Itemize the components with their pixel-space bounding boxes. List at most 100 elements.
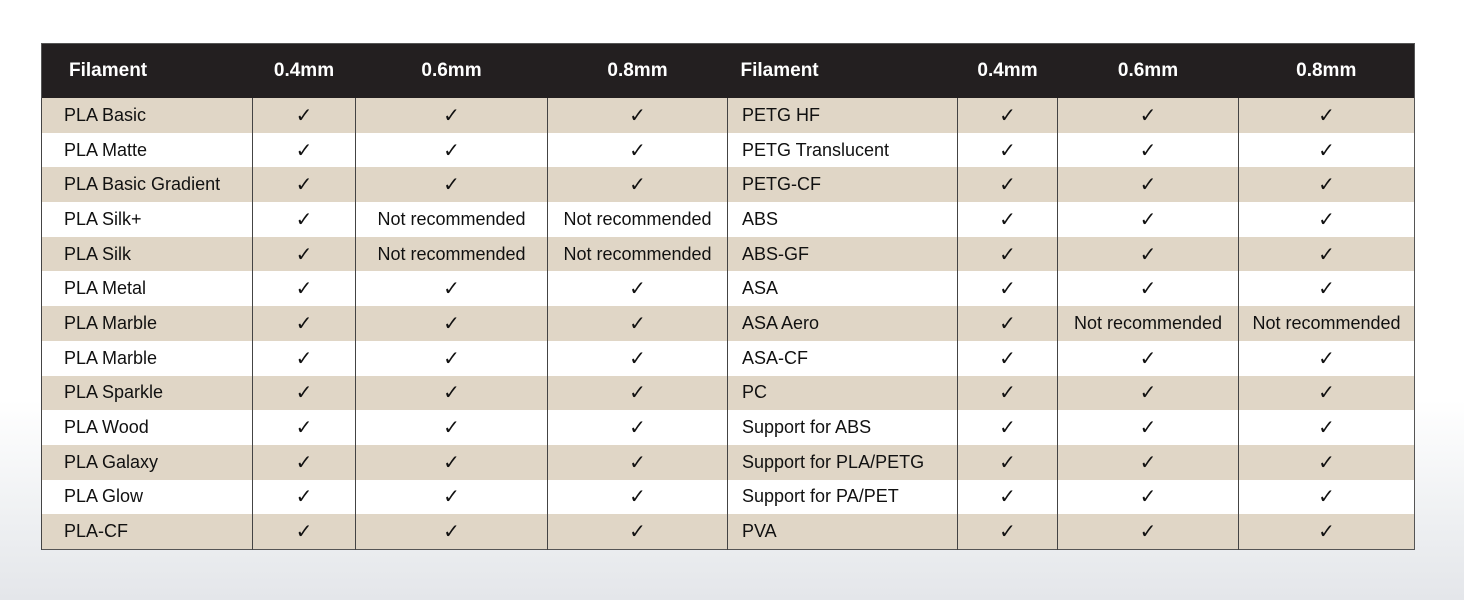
table-cell: PLA Galaxy bbox=[41, 444, 253, 480]
table-cell: ✓ bbox=[355, 444, 548, 480]
table-cell: PLA Matte bbox=[41, 132, 253, 168]
table-cell: Support for PA/PET bbox=[727, 479, 958, 515]
table-cell: ✓ bbox=[1057, 375, 1239, 411]
table-cell: ✓ bbox=[252, 202, 356, 237]
table-cell: ✓ bbox=[1238, 271, 1415, 307]
table-cell: ✓ bbox=[1057, 271, 1239, 307]
table-cell: ✓ bbox=[1238, 479, 1415, 515]
table-cell: ✓ bbox=[1057, 514, 1239, 550]
table-cell: PETG-CF bbox=[727, 167, 958, 203]
table-cell: Not recommended bbox=[355, 202, 548, 237]
table-row: PLA Marble ✓ ✓ ✓ ASA Aero ✓ Not recommended Not… bbox=[41, 306, 1415, 341]
table-cell: Not recommended bbox=[355, 236, 548, 272]
table-cell: ✓ bbox=[1057, 132, 1239, 168]
table-cell: ABS-GF bbox=[727, 236, 958, 272]
table-cell: ASA-CF bbox=[727, 340, 958, 376]
table-cell: ✓ bbox=[547, 132, 728, 168]
header-cell: 0.4mm bbox=[252, 43, 356, 98]
table-cell: ✓ bbox=[252, 132, 356, 168]
table-row: PLA Marble ✓ ✓ ✓ ASA-CF ✓ ✓ ✓ bbox=[41, 340, 1415, 376]
table-cell: ✓ bbox=[547, 410, 728, 445]
table-cell: Not recommended bbox=[547, 202, 728, 237]
header-cell: 0.8mm bbox=[1238, 43, 1415, 98]
table-row: PLA Silk+ ✓ Not recommended Not recommended… bbox=[41, 202, 1415, 237]
table-cell: ✓ bbox=[252, 98, 356, 133]
table-row: PLA Metal ✓ ✓ ✓ ASA ✓ ✓ ✓ bbox=[41, 271, 1415, 307]
table-cell: ✓ bbox=[355, 410, 548, 445]
table-cell: ✓ bbox=[1238, 444, 1415, 480]
table-row: PLA Basic Gradient ✓ ✓ ✓ PETG-CF ✓ ✓ ✓ bbox=[41, 167, 1415, 203]
table-cell: PLA Basic bbox=[41, 98, 253, 133]
header-cell: Filament bbox=[727, 43, 958, 98]
header-cell: Filament bbox=[41, 43, 253, 98]
table-cell: ✓ bbox=[547, 514, 728, 550]
table-cell: ✓ bbox=[1057, 444, 1239, 480]
table-cell: PLA Sparkle bbox=[41, 375, 253, 411]
header-cell: 0.8mm bbox=[547, 43, 728, 98]
table-cell: ✓ bbox=[1238, 98, 1415, 133]
table-cell: ✓ bbox=[252, 375, 356, 411]
table-cell: ✓ bbox=[1057, 410, 1239, 445]
table-cell: ✓ bbox=[1238, 202, 1415, 237]
table-cell: ✓ bbox=[355, 375, 548, 411]
table-cell: ✓ bbox=[957, 132, 1058, 168]
table-cell: ✓ bbox=[1057, 340, 1239, 376]
table-cell: PLA Basic Gradient bbox=[41, 167, 253, 203]
header-cell: 0.4mm bbox=[957, 43, 1058, 98]
table-body: PLA Basic ✓ ✓ ✓ PETG HF ✓ ✓ ✓ PLA Matte ✓ ✓ ✓ PETG T… bbox=[41, 98, 1415, 550]
table-cell: ✓ bbox=[355, 306, 548, 341]
table-cell: PLA Wood bbox=[41, 410, 253, 445]
table-cell: ✓ bbox=[252, 271, 356, 307]
table-row: PLA Basic ✓ ✓ ✓ PETG HF ✓ ✓ ✓ bbox=[41, 98, 1415, 133]
table-cell: Not recommended bbox=[1238, 306, 1415, 341]
table-cell: Support for ABS bbox=[727, 410, 958, 445]
table-cell: PLA Silk+ bbox=[41, 202, 253, 237]
table-cell: ✓ bbox=[252, 306, 356, 341]
table-cell: ✓ bbox=[547, 271, 728, 307]
table-cell: PLA Glow bbox=[41, 479, 253, 515]
table-cell: ✓ bbox=[355, 167, 548, 203]
table-cell: PLA Silk bbox=[41, 236, 253, 272]
table-cell: ✓ bbox=[252, 479, 356, 515]
table-cell: ✓ bbox=[957, 444, 1058, 480]
table-cell: PETG HF bbox=[727, 98, 958, 133]
compatibility-table: Filament 0.4mm 0.6mm 0.8mm Filament 0.4mm 0.6m… bbox=[41, 43, 1415, 550]
table-cell: ✓ bbox=[957, 306, 1058, 341]
table-cell: ✓ bbox=[1057, 167, 1239, 203]
table-cell: PLA Metal bbox=[41, 271, 253, 307]
table-cell: ✓ bbox=[547, 340, 728, 376]
header-row: Filament 0.4mm 0.6mm 0.8mm Filament 0.4mm 0.6m… bbox=[41, 43, 1415, 98]
table-cell: ✓ bbox=[547, 306, 728, 341]
table-cell: ✓ bbox=[1238, 410, 1415, 445]
table-row: PLA Wood ✓ ✓ ✓ Support for ABS ✓ ✓ ✓ bbox=[41, 410, 1415, 445]
table-cell: ✓ bbox=[957, 167, 1058, 203]
table-cell: ASA bbox=[727, 271, 958, 307]
table-cell: ✓ bbox=[252, 514, 356, 550]
table-row: PLA Silk ✓ Not recommended Not recommended A… bbox=[41, 236, 1415, 272]
table-cell: ✓ bbox=[1238, 132, 1415, 168]
table-cell: PC bbox=[727, 375, 958, 411]
table-cell: ✓ bbox=[957, 202, 1058, 237]
table-cell: PLA Marble bbox=[41, 306, 253, 341]
table-cell: ✓ bbox=[1057, 479, 1239, 515]
table-cell: ✓ bbox=[252, 236, 356, 272]
table-cell: ✓ bbox=[355, 98, 548, 133]
table-cell: ✓ bbox=[957, 410, 1058, 445]
table-cell: ✓ bbox=[957, 514, 1058, 550]
table-row: PLA Glow ✓ ✓ ✓ Support for PA/PET ✓ ✓ ✓ bbox=[41, 479, 1415, 515]
table-cell: ✓ bbox=[957, 236, 1058, 272]
table-cell: ✓ bbox=[1057, 236, 1239, 272]
table-cell: ✓ bbox=[355, 340, 548, 376]
table-cell: ✓ bbox=[252, 444, 356, 480]
table-cell: PLA Marble bbox=[41, 340, 253, 376]
table-cell: ✓ bbox=[957, 98, 1058, 133]
table-cell: PLA-CF bbox=[41, 514, 253, 550]
table-cell: ✓ bbox=[547, 479, 728, 515]
table-row: PLA-CF ✓ ✓ ✓ PVA ✓ ✓ ✓ bbox=[41, 514, 1415, 550]
table-cell: ✓ bbox=[355, 479, 548, 515]
table-cell: Not recommended bbox=[1057, 306, 1239, 341]
table-cell: ✓ bbox=[957, 375, 1058, 411]
table-cell: ✓ bbox=[1057, 98, 1239, 133]
table-cell: ✓ bbox=[547, 444, 728, 480]
